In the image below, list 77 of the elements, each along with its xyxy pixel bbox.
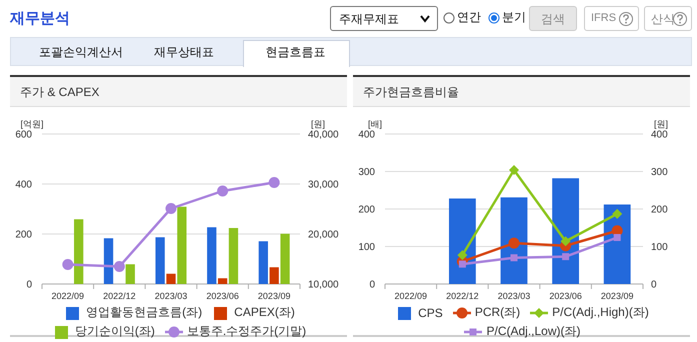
text: 현금흐름표 [264, 44, 326, 61]
x-tick-label: 2022/09 [394, 291, 428, 301]
y2-tick-label: 0 [651, 280, 657, 290]
x-tick-label: 2023/09 [258, 291, 290, 301]
x-tick-label: 2023/03 [498, 291, 530, 301]
x-tick-label: 2023/09 [600, 291, 634, 301]
text: 검색 [540, 11, 566, 28]
x-tick-label: 2022/12 [446, 291, 479, 301]
point [62, 259, 74, 270]
y-tick-label: 600 [15, 130, 32, 140]
point [217, 186, 228, 196]
point [508, 238, 520, 249]
legend-label: CAPEX(좌) [234, 304, 295, 321]
chart-title: 주가현금흐름비율 [363, 84, 459, 101]
legend-label: P/C(Adj.,High)(좌) [552, 304, 649, 321]
bar [74, 219, 84, 284]
y2-axis-title: [원] [654, 119, 668, 129]
text: 분기 [502, 9, 526, 26]
point [612, 208, 622, 219]
bar [104, 238, 114, 284]
y-tick-label: 200 [358, 204, 376, 216]
point [560, 236, 571, 246]
point [457, 250, 468, 260]
text: 재무분석 [10, 9, 70, 28]
y2-tick-label: 10,000 [308, 280, 340, 290]
x-tick-label: 2023/03 [154, 291, 188, 301]
y2-tick-label: 20,000 [308, 230, 340, 240]
bar [155, 237, 165, 284]
bar [218, 278, 228, 284]
point [510, 254, 518, 262]
point [562, 253, 570, 260]
y-tick-label: 200 [15, 230, 32, 240]
y-tick-label: 300 [358, 167, 376, 178]
point [166, 203, 176, 214]
legend-label: CPS [418, 306, 443, 320]
bar [228, 228, 238, 284]
text: 연간 [457, 9, 481, 26]
chart-title: 주가 & CAPEX [20, 84, 100, 101]
y-tick-label: 100 [358, 242, 376, 253]
x-tick-label: 2023/06 [206, 291, 239, 301]
y2-tick-label: 40,000 [308, 130, 340, 140]
text: 재무상태표 [154, 44, 215, 61]
y-axis-title: [배] [368, 119, 382, 129]
legend-label: PCR(좌) [474, 304, 520, 321]
legend-label: 영업활동현금흐름(좌) [86, 304, 202, 321]
y-tick-label: 400 [358, 130, 376, 140]
y2-tick-label: 200 [651, 204, 668, 216]
text: 산식 [651, 11, 675, 28]
legend-label: 당기순이익(좌) [74, 323, 155, 340]
y-axis-title: [억원] [20, 119, 44, 129]
y2-tick-label: 30,000 [308, 180, 340, 190]
x-tick-label: 2022/12 [103, 291, 136, 301]
legend-label: 보통주.수정주가(기말) [186, 323, 306, 340]
bar [177, 206, 187, 284]
text: 포괄손익계산서 [39, 44, 124, 61]
y-tick-label: 400 [15, 180, 32, 190]
y2-axis-title: [원] [310, 119, 326, 129]
bar [207, 227, 216, 284]
y2-tick-label: 100 [651, 242, 668, 253]
bar [166, 274, 176, 284]
text: IFRS [591, 12, 616, 24]
x-tick-label: 2022/09 [52, 291, 84, 301]
y-tick-label: 0 [369, 280, 376, 290]
legend-label: P/C(Adj.,Low)(좌) [486, 323, 580, 340]
y2-tick-label: 300 [651, 167, 668, 178]
bar [280, 234, 290, 284]
bar [270, 267, 279, 284]
point [509, 165, 519, 175]
y-tick-label: 0 [26, 280, 32, 290]
text: 주재무제표 [339, 11, 399, 28]
x-tick-label: 2023/06 [549, 291, 582, 301]
bar [258, 241, 268, 284]
y2-tick-label: 400 [651, 130, 668, 140]
point [114, 261, 125, 272]
bar [126, 264, 135, 284]
point [614, 234, 621, 241]
point [268, 177, 280, 188]
